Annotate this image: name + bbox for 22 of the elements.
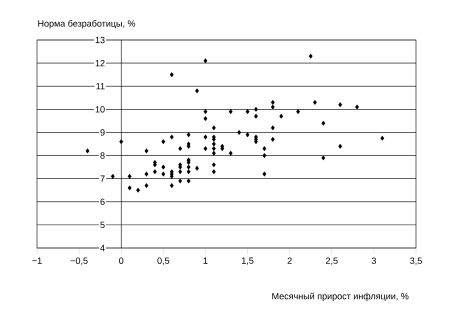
x-tick-label: −0,5 [70,258,88,265]
x-tick-label: 0,5 [157,258,170,265]
y-tick-label: 7 [100,176,105,182]
x-tick-label: 2 [288,258,292,264]
x-tick-label: 1 [204,258,208,264]
y-axis-title: Норма безработицы, % [38,20,136,28]
y-tick-label: 9 [100,129,105,136]
y-tick-label: 8 [100,152,105,159]
x-tick-label: 3 [372,258,376,264]
x-tick-label: 2,5 [326,258,338,265]
x-tick-label: −1 [32,258,42,264]
x-axis-title: Месячный прирост инфляции, % [272,292,408,302]
y-tick-label: 12 [96,60,105,66]
x-tick-label: 0 [119,258,124,264]
x-tick-label: 3,5 [410,258,422,265]
x-tick-label: 1,5 [242,258,254,265]
y-tick-label: 4 [100,244,105,252]
y-tick-label: 6 [100,198,105,205]
y-tick-label: 11 [96,83,105,90]
y-tick-label: 13 [96,36,105,44]
y-tick-label: 5 [100,222,105,228]
y-tick-label: 10 [96,106,105,113]
